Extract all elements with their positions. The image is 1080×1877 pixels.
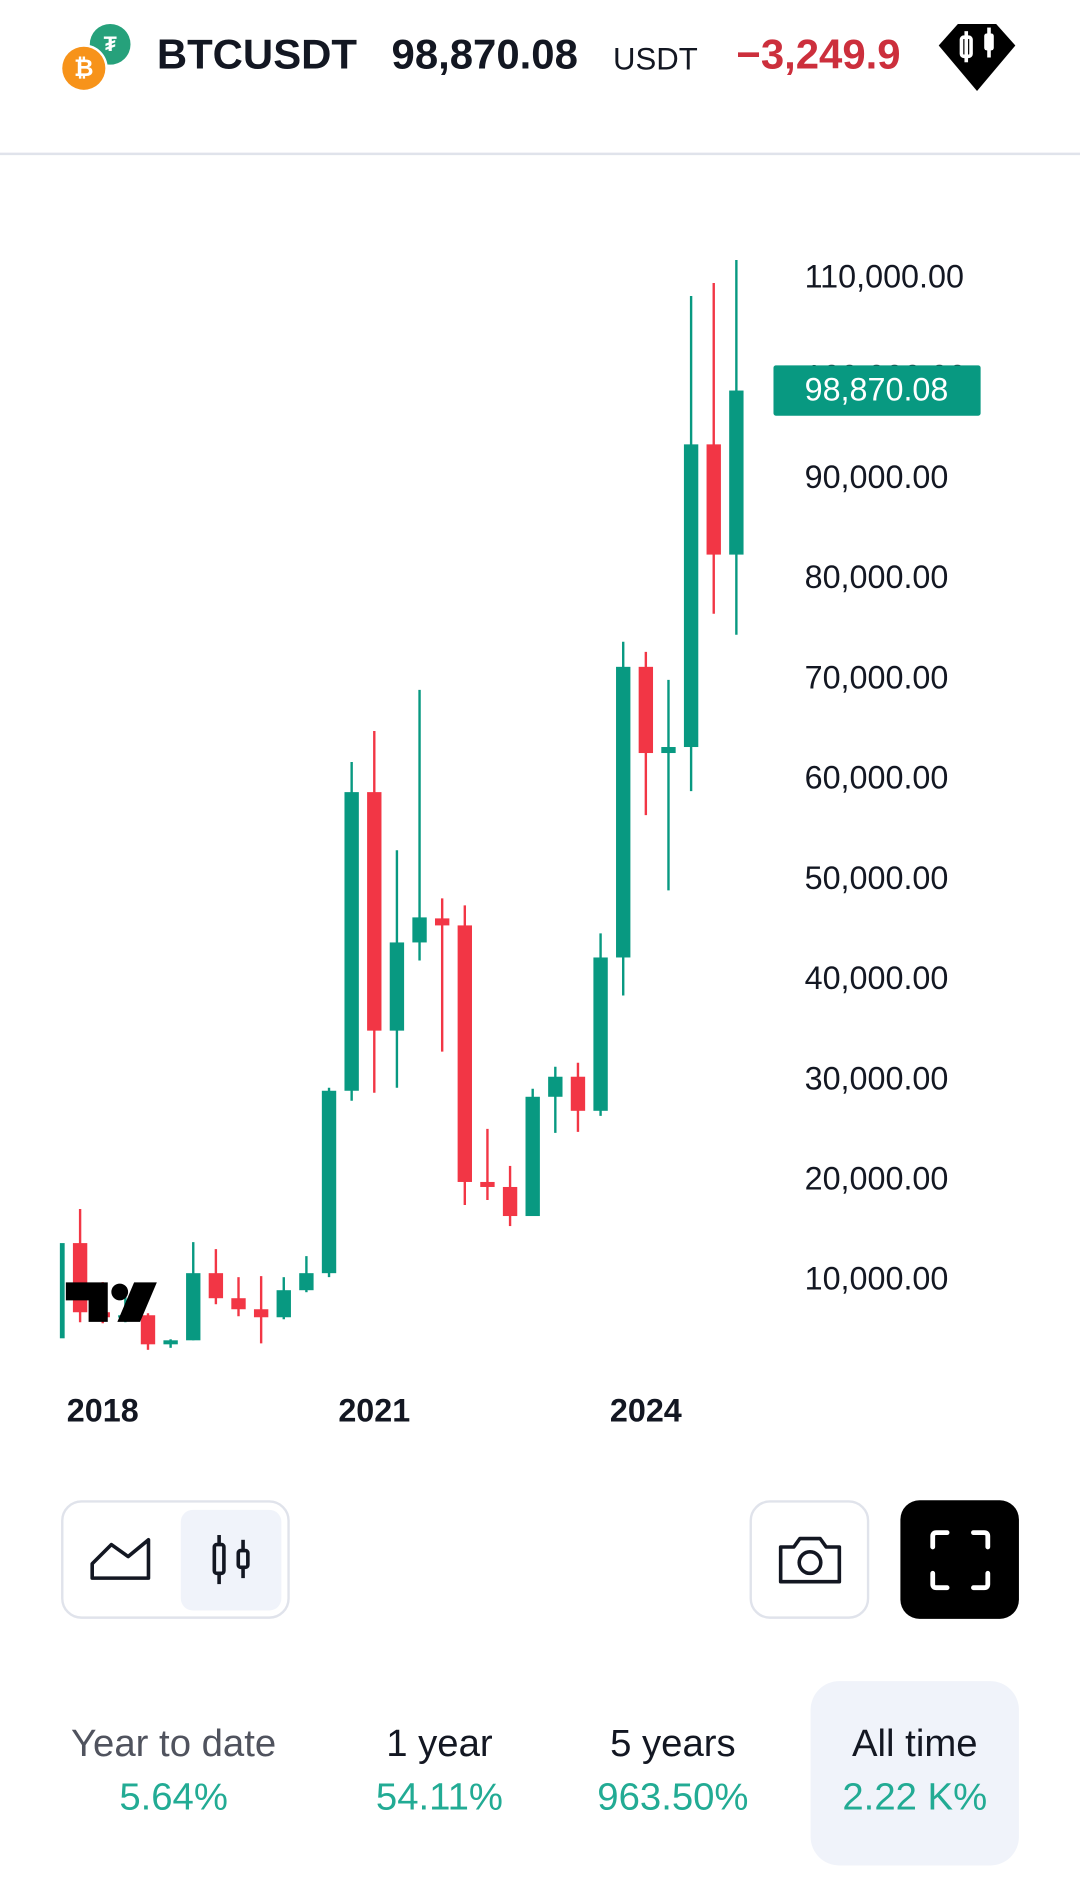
candle-body: [683, 444, 699, 748]
price-tag-label: 98,870.08: [805, 371, 949, 407]
symbol: BTCUSDT: [157, 31, 358, 78]
fullscreen-button[interactable]: [900, 1500, 1019, 1619]
y-tick-label: 80,000.00: [805, 559, 949, 595]
period-option[interactable]: Year to date 5.64%: [71, 1722, 276, 1819]
y-tick-label: 50,000.00: [805, 860, 949, 896]
price: 98,870.08: [392, 31, 578, 78]
period-change: 2.22 K%: [842, 1776, 987, 1819]
period-option[interactable]: All time 2.22 K%: [842, 1722, 987, 1819]
candle-body: [706, 444, 721, 555]
header: ₮ ₿ BTCUSDT 98,870.08 USDT −3,249.9: [0, 23, 1080, 156]
candle-body: [299, 1273, 314, 1291]
price-tag: [773, 365, 981, 416]
candle-body: [661, 747, 676, 754]
screenshot-button[interactable]: [749, 1500, 870, 1619]
candle-body: [208, 1273, 224, 1299]
x-tick-label: 2024: [610, 1392, 682, 1428]
period-label: 5 years: [610, 1722, 736, 1765]
candle-body: [389, 942, 405, 1031]
period-label: 1 year: [386, 1722, 493, 1765]
candle-body: [231, 1298, 246, 1310]
candle-style-button[interactable]: [180, 1509, 282, 1611]
y-tick-label: 70,000.00: [805, 659, 949, 695]
candle-body: [457, 925, 472, 1182]
candle-body: [72, 1243, 88, 1313]
candle-body: [616, 666, 631, 958]
period-change: 54.11%: [376, 1776, 503, 1819]
tradingview-logo: [65, 1282, 157, 1322]
candle-body: [163, 1340, 178, 1345]
candle-body: [502, 1186, 518, 1217]
period-option[interactable]: 1 year 54.11%: [376, 1722, 503, 1819]
candle-body: [548, 1076, 563, 1097]
periods: Year to date 5.64% 1 year 54.11% 5 years 963.…: [71, 1681, 1019, 1866]
candle-body: [186, 1273, 201, 1341]
candle-body: [276, 1290, 291, 1318]
candle-body: [367, 792, 382, 1031]
chart: 10,000.00 20,000.00 30,000.00 40,000.00 50,0…: [59, 259, 981, 1428]
plot-area: [59, 259, 744, 1350]
period-label: Year to date: [71, 1722, 276, 1765]
chart-type-badge[interactable]: [938, 23, 1016, 92]
y-tick-label: 60,000.00: [805, 760, 949, 796]
y-tick-label: 10,000.00: [805, 1261, 949, 1297]
candle-body: [59, 1243, 65, 1339]
currency: USDT: [613, 41, 698, 76]
y-tick-label: 90,000.00: [805, 459, 949, 495]
bitcoin-icon: [62, 46, 106, 90]
candle-body: [729, 390, 744, 555]
price-change: −3,249.9: [736, 31, 900, 78]
candle-body: [434, 918, 450, 926]
y-tick-label: 20,000.00: [805, 1160, 949, 1196]
candle-body: [344, 792, 359, 1091]
candle-body: [638, 666, 654, 754]
candle-body: [140, 1315, 156, 1345]
svg-text:₮: ₮: [104, 31, 117, 56]
x-tick-label: 2021: [338, 1392, 410, 1428]
y-tick-label: 110,000.00: [805, 259, 964, 295]
y-tick-label: 40,000.00: [805, 960, 949, 996]
period-option[interactable]: 5 years 963.50%: [597, 1722, 748, 1819]
period-change: 5.64%: [119, 1776, 228, 1819]
x-tick-label: 2018: [67, 1392, 139, 1428]
period-change: 963.50%: [597, 1776, 748, 1819]
candle-body: [480, 1181, 495, 1187]
candle-body: [525, 1096, 540, 1217]
period-label: All time: [852, 1722, 978, 1765]
area-style-button[interactable]: [90, 1538, 151, 1580]
y-tick-label: 30,000.00: [805, 1060, 949, 1096]
svg-text:₿: ₿: [74, 55, 94, 82]
selected-period-bg: [810, 1681, 1019, 1866]
candle-body: [570, 1076, 586, 1111]
candle-body: [412, 917, 427, 943]
candle-body: [321, 1090, 337, 1274]
candle-body: [593, 957, 608, 1111]
candle-body: [253, 1309, 269, 1318]
toolbar: [61, 1500, 1019, 1619]
